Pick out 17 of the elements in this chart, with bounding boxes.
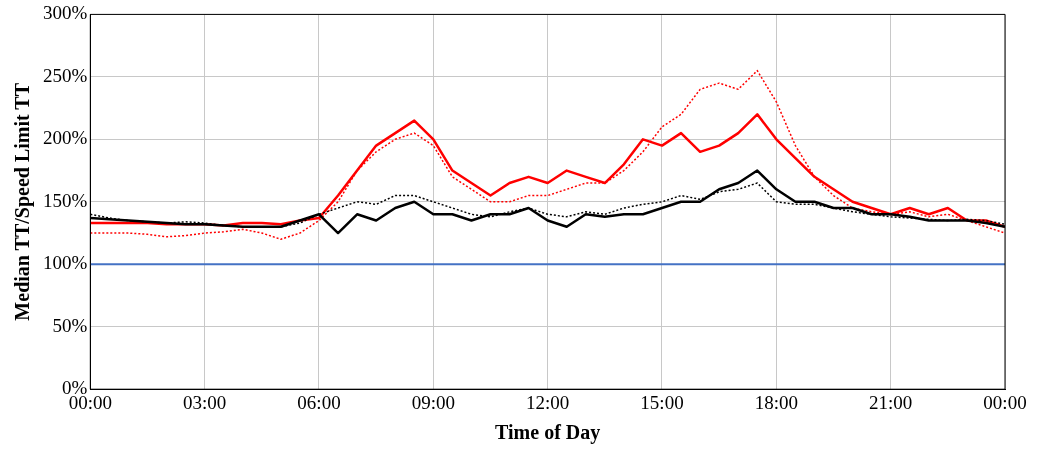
- y-tick-label: 150%: [43, 189, 88, 211]
- y-tick-label: 100%: [43, 252, 88, 274]
- x-tick-label: 12:00: [526, 391, 570, 413]
- y-tick-label: 250%: [43, 64, 88, 86]
- x-tick-label: 18:00: [754, 391, 798, 413]
- x-tick-label: 06:00: [297, 391, 341, 413]
- x-tick-label: 15:00: [640, 391, 684, 413]
- x-axis-title: Time of Day: [495, 421, 601, 445]
- x-tick-label: 21:00: [869, 391, 913, 413]
- x-tick-label: 03:00: [183, 391, 227, 413]
- y-tick-label: 50%: [52, 314, 88, 336]
- y-tick-label: 200%: [43, 127, 88, 149]
- line-series: [90, 69, 1005, 241]
- x-tick-label: 00:00: [983, 391, 1027, 413]
- y-axis-title: Median TT/Speed Limit TT: [11, 82, 35, 321]
- x-tick-label: 09:00: [411, 391, 455, 413]
- y-tick-label: 300%: [43, 2, 88, 24]
